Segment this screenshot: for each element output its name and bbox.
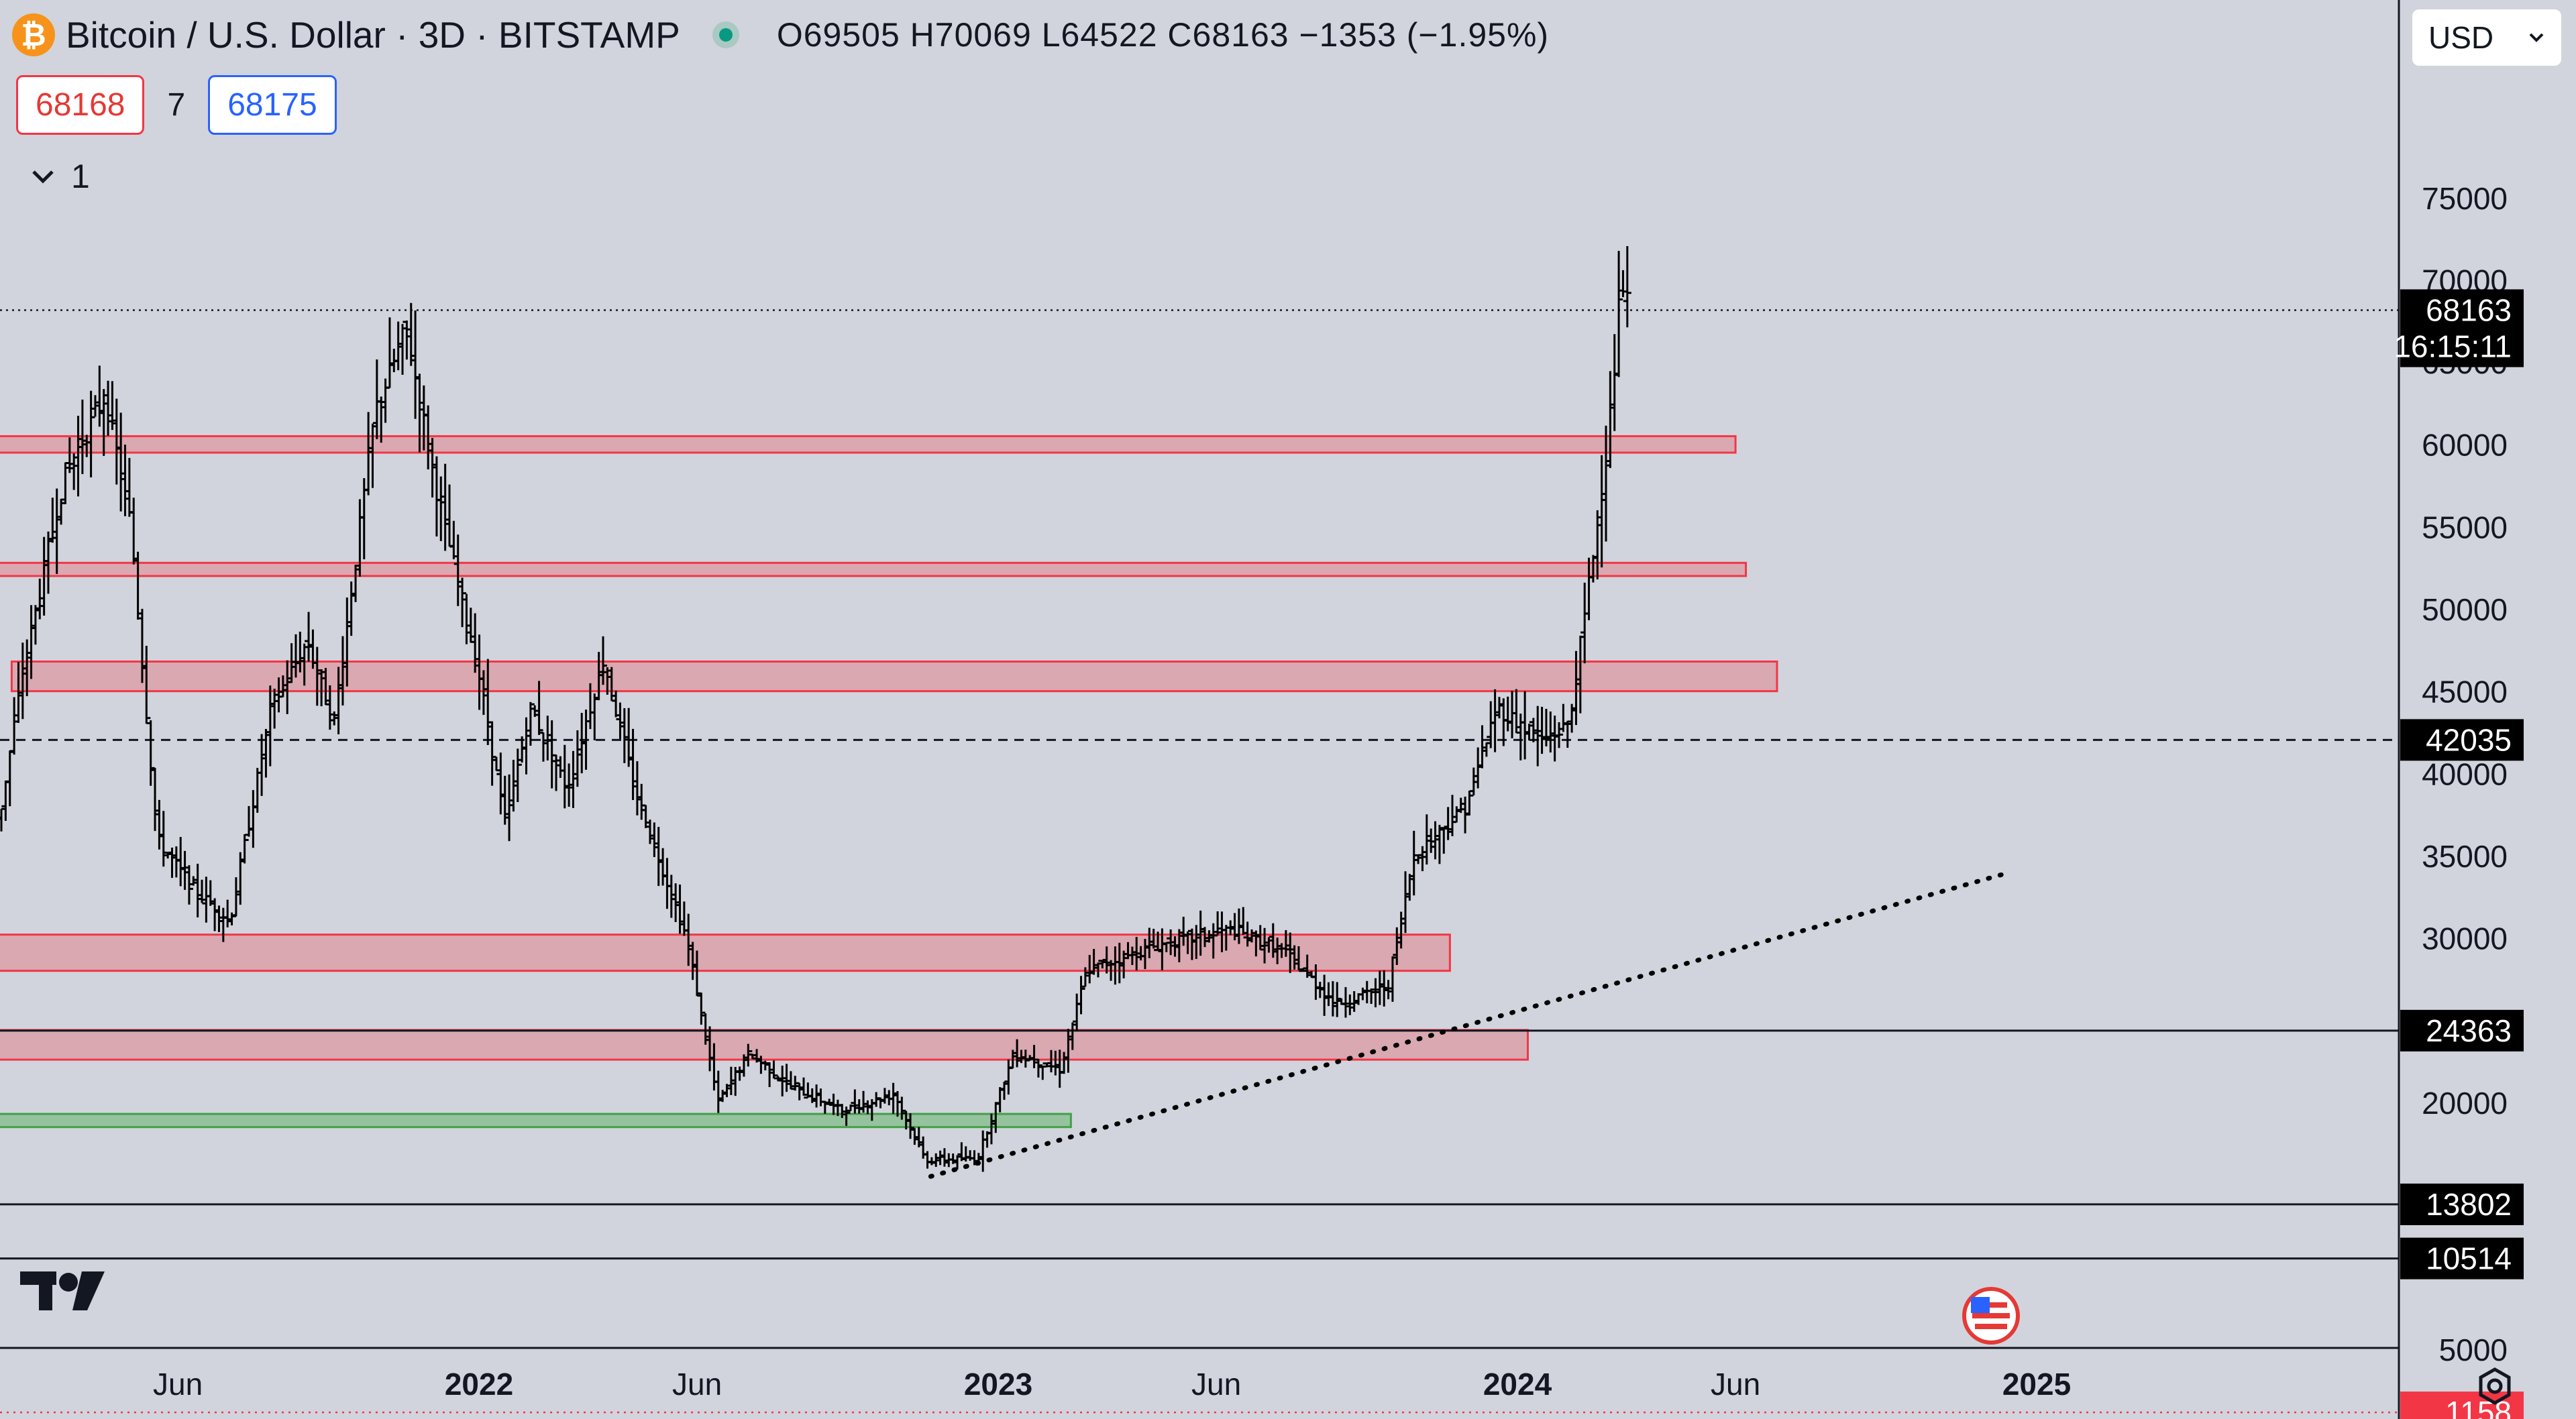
ohlc-bar [842,1106,851,1126]
svg-text:24363: 24363 [2426,1013,2512,1048]
price-tick-label: 30000 [2422,921,2508,956]
ohlc-bar [697,992,706,1025]
countdown-label: 16:15:11 [2394,329,2512,363]
price-tick-label: 40000 [2422,756,2508,791]
time-tick-label: 2023 [964,1367,1032,1402]
trade-panel: 68168 7 68175 [16,75,337,135]
currency-value: USD [2428,20,2494,55]
ohlc-bar [1465,791,1474,816]
price-tick-label: 60000 [2422,428,2508,463]
resistance-zone-4[interactable] [0,933,1451,972]
spread-value: 7 [167,87,186,123]
price-label-42035[interactable]: 42035 [2400,719,2524,761]
price-tick-label: 45000 [2422,675,2508,710]
ohlc-bar [599,636,608,685]
chevron-down-icon[interactable] [30,166,56,186]
ohlc-bar [535,681,543,735]
ohlc-bar [744,1043,753,1067]
price-label-1158[interactable]: 1158 [2400,1392,2524,1419]
price-tick-label: 50000 [2422,592,2508,627]
price-tick-label: 35000 [2422,839,2508,874]
price-tick-label: 75000 [2422,181,2508,216]
time-tick-label: 2022 [445,1367,513,1402]
time-tick-label: Jun [1711,1367,1760,1402]
ohlc-bar [1555,722,1564,748]
resistance-zone-2[interactable] [0,561,1748,577]
settings-gear-icon[interactable] [2475,1367,2514,1406]
svg-text:10514: 10514 [2426,1241,2512,1276]
price-tick-label: 5000 [2439,1332,2508,1367]
ohlc-bar [458,577,467,628]
tradingview-logo-icon[interactable] [20,1269,107,1313]
ohlc-bar [898,1096,906,1120]
resistance-zone-5[interactable] [0,1029,1529,1061]
resistance-zone-1[interactable] [0,435,1737,454]
ohlc-bar [906,1113,915,1139]
ohlc-bar [513,748,522,802]
svg-text:42035: 42035 [2426,722,2512,757]
price-tick-label: 20000 [2422,1086,2508,1121]
bitcoin-icon: ₿ [12,13,55,56]
sell-price-button[interactable]: 68168 [16,75,145,135]
time-tick-label: Jun [1191,1367,1241,1402]
chevron-down-icon [2529,33,2544,42]
resistance-zone-3[interactable] [10,660,1778,693]
time-tick-label: 2024 [1483,1367,1552,1402]
ohlc-bar [1623,245,1631,328]
ohlc-bar [142,646,151,724]
chart-header: ₿ Bitcoin / U.S. Dollar · 3D · BITSTAMP … [12,9,1549,60]
svg-text:68163: 68163 [2426,292,2512,327]
time-tick-label: 2025 [2002,1367,2071,1402]
time-tick-label: Jun [153,1367,203,1402]
ohlc-values: O69505 H70069 L64522 C68163 −1353 (−1.95… [776,16,1550,54]
ohlc-bar [240,834,249,864]
time-tick-label: Jun [672,1367,722,1402]
indicators-legend[interactable]: 1 [30,157,90,196]
buy-price-button[interactable]: 68175 [208,75,337,135]
price-label-24363[interactable]: 24363 [2400,1009,2524,1052]
plot-area[interactable] [0,0,2399,1348]
ohlc-bar [87,390,95,477]
svg-text:13802: 13802 [2426,1187,2512,1222]
currency-select[interactable]: USD [2412,9,2561,66]
zones-layer [0,435,1778,1129]
ohlc-bar [526,701,535,746]
indicator-count: 1 [71,158,90,195]
price-tick-label: 55000 [2422,510,2508,545]
support-zone-6[interactable] [0,1113,1072,1129]
ohlc-bar [769,1060,778,1079]
candles-layer [0,245,1631,1172]
symbol-title[interactable]: Bitcoin / U.S. Dollar · 3D · BITSTAMP [66,14,680,56]
price-label-13802[interactable]: 13802 [2400,1183,2524,1225]
time-axis[interactable]: Jun2021Jun2022Jun2023Jun2024Jun2025 [0,1367,2071,1402]
price-axis[interactable]: 5000200002500030000350004000045000500005… [2422,181,2508,1367]
us-flag-icon[interactable] [1962,1287,2020,1345]
market-status-icon[interactable] [712,21,739,48]
ohlc-bar [1077,976,1085,1015]
ohlc-bar [1034,1058,1042,1078]
price-label-10514[interactable]: 10514 [2400,1237,2524,1280]
ohlc-bar [1615,251,1623,378]
levels-layer [0,309,2399,1414]
ohlc-bar [184,865,193,905]
